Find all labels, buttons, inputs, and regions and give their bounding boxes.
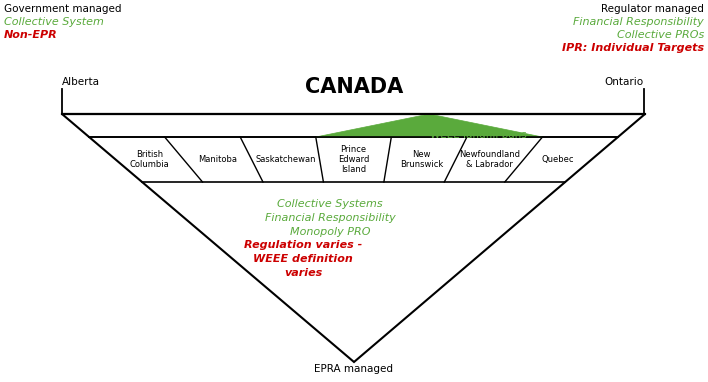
Text: Financial Responsibility: Financial Responsibility xyxy=(573,17,704,27)
Text: Ontario: Ontario xyxy=(605,77,644,87)
Text: Manitoba: Manitoba xyxy=(198,155,237,164)
Text: WEEE landfill bans: WEEE landfill bans xyxy=(430,130,527,140)
Text: British
Columbia: British Columbia xyxy=(130,150,169,169)
Text: varies: varies xyxy=(284,268,322,278)
Text: Regulator managed: Regulator managed xyxy=(601,4,704,14)
Text: Collective System: Collective System xyxy=(4,17,104,27)
Text: New
Brunswick: New Brunswick xyxy=(400,150,443,169)
Text: Collective PROs: Collective PROs xyxy=(617,30,704,40)
Text: Alberta: Alberta xyxy=(62,77,100,87)
Text: IPR: Individual Targets: IPR: Individual Targets xyxy=(562,43,704,53)
Text: Financial Responsibility: Financial Responsibility xyxy=(265,213,395,223)
Text: WEEE definition: WEEE definition xyxy=(253,254,353,264)
Text: EPRA managed: EPRA managed xyxy=(314,364,394,374)
Text: Prince
Edward
Island: Prince Edward Island xyxy=(338,145,370,175)
Text: Regulation varies -: Regulation varies - xyxy=(244,240,362,250)
Text: Collective Systems: Collective Systems xyxy=(278,199,383,209)
Text: CANADA: CANADA xyxy=(305,77,403,97)
Polygon shape xyxy=(316,114,542,137)
Text: Non-EPR: Non-EPR xyxy=(4,30,58,40)
Text: Newfoundland
& Labrador: Newfoundland & Labrador xyxy=(459,150,520,169)
Text: Monopoly PRO: Monopoly PRO xyxy=(290,227,370,237)
Text: Government managed: Government managed xyxy=(4,4,122,14)
Text: Quebec: Quebec xyxy=(542,155,574,164)
Text: Saskatchewan: Saskatchewan xyxy=(256,155,316,164)
